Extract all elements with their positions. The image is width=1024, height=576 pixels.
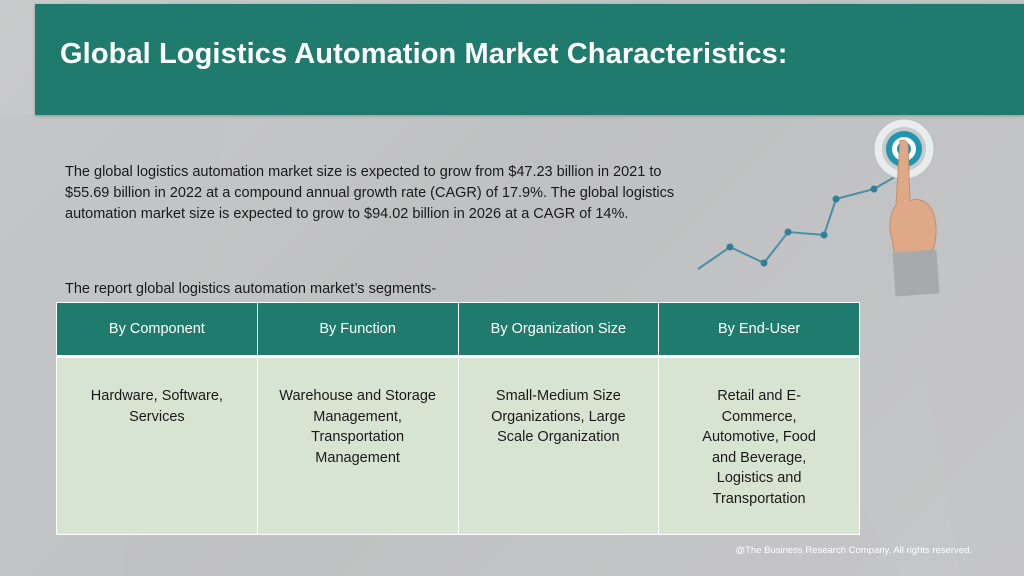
pointing-hand-icon [889, 139, 940, 297]
cell-end-user-text: Retail and E-Commerce, Automotive, Food … [702, 388, 816, 507]
cell-organization-size: Small-Medium Size Organizations, Large S… [457, 356, 660, 535]
column-header-function: By Function [256, 302, 459, 358]
table-header-row: By Component By Function By Organization… [56, 302, 860, 358]
page-title: Global Logistics Automation Market Chara… [60, 38, 788, 70]
header-banner: Global Logistics Automation Market Chara… [35, 4, 1024, 115]
cell-function: Warehouse and Storage Management, Transp… [256, 356, 459, 535]
copyright-footer: @The Business Research Company. All righ… [735, 545, 972, 556]
cell-end-user: Retail and E-Commerce, Automotive, Food … [658, 356, 860, 535]
segments-table: By Component By Function By Organization… [56, 302, 860, 535]
column-header-organization-size: By Organization Size [457, 302, 660, 358]
cell-organization-size-text: Small-Medium Size Organizations, Large S… [491, 388, 626, 445]
column-header-end-user: By End-User [658, 302, 860, 358]
intro-paragraph: The global logistics automation market s… [65, 164, 675, 222]
cell-function-text: Warehouse and Storage Management, Transp… [279, 388, 436, 466]
growth-line-icon [697, 174, 899, 270]
column-header-component: By Component [56, 302, 258, 358]
cell-component-text: Hardware, Software, Services [90, 388, 223, 425]
table-row: Hardware, Software, Services Warehouse a… [56, 356, 860, 535]
cell-component: Hardware, Software, Services [56, 356, 258, 535]
growth-illustration [697, 118, 940, 297]
segments-label: The report global logistics automation m… [65, 281, 437, 297]
